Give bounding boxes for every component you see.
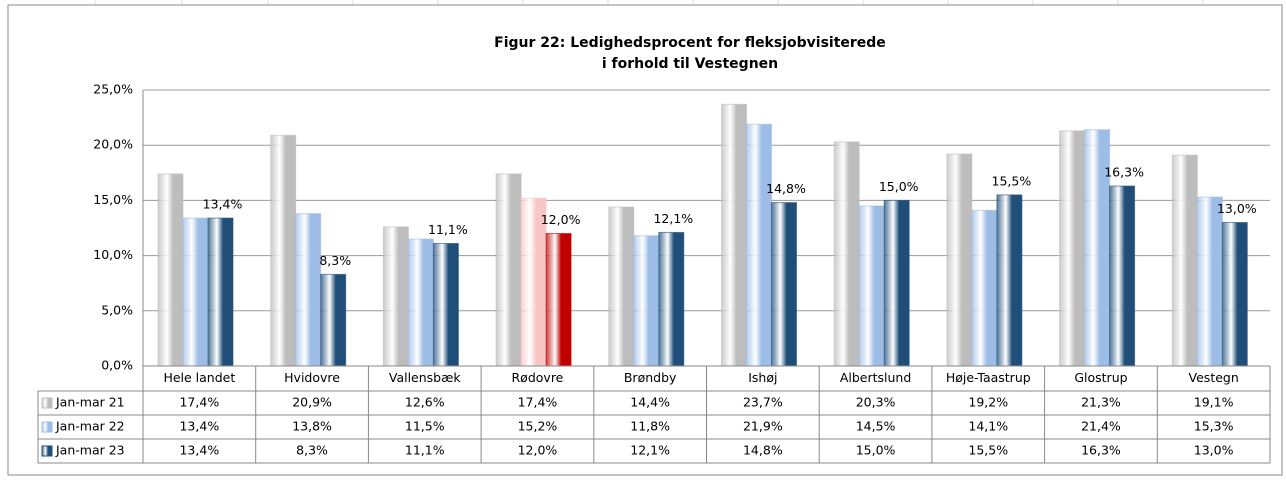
bar <box>746 123 772 367</box>
y-tick-label: 5,0% <box>101 302 133 317</box>
bar <box>432 242 459 367</box>
data-label: 15,0% <box>879 179 919 194</box>
table-cell: 12,6% <box>405 395 445 410</box>
x-tick-label: Brøndby <box>624 370 677 385</box>
legend-swatch <box>41 445 53 457</box>
bar <box>721 103 747 367</box>
data-label: 12,1% <box>653 211 693 226</box>
bar <box>207 217 234 367</box>
bar <box>771 202 797 367</box>
bar <box>658 231 685 367</box>
bar <box>971 209 998 367</box>
bar <box>946 153 973 367</box>
x-tick-label: Vestegn <box>1189 370 1239 385</box>
table-cell: 11,8% <box>630 419 670 434</box>
table-cell: 11,5% <box>405 419 445 434</box>
bar <box>1221 221 1248 367</box>
table-cell: 19,1% <box>1194 395 1234 410</box>
table-cell: 12,1% <box>630 443 670 458</box>
legend-label: Jan-mar 22 <box>55 419 125 434</box>
x-tick-label: Rødovre <box>512 370 564 385</box>
bar <box>608 206 635 367</box>
x-tick-label: Albertslund <box>840 370 911 385</box>
data-label: 13,0% <box>1217 201 1257 216</box>
table-cell: 11,1% <box>405 443 445 458</box>
bar <box>295 213 322 367</box>
chart-title: i forhold til Vestegnen <box>602 56 778 72</box>
table-cell: 15,0% <box>856 443 896 458</box>
table-cell: 13,4% <box>179 419 219 434</box>
data-label: 14,8% <box>766 181 806 196</box>
x-tick-label: Ishøj <box>748 370 777 385</box>
table-cell: 14,4% <box>630 395 670 410</box>
bar <box>1196 196 1223 367</box>
table-cell: 15,5% <box>968 443 1008 458</box>
bar <box>1109 185 1136 367</box>
data-label: 11,1% <box>428 222 468 237</box>
table-cell: 16,3% <box>1081 443 1121 458</box>
table-cell: 14,1% <box>968 419 1008 434</box>
bar <box>270 134 297 367</box>
table-cell: 20,3% <box>856 395 896 410</box>
sheet-grid <box>94 0 1204 5</box>
table-cell: 21,9% <box>743 419 783 434</box>
bar <box>182 217 209 367</box>
table-cell: 13,4% <box>179 443 219 458</box>
y-tick-label: 0,0% <box>101 358 133 373</box>
legend-label: Jan-mar 23 <box>55 443 125 458</box>
bar <box>633 235 660 367</box>
chart-title: Figur 22: Ledighedsprocent for fleksjobv… <box>494 35 886 51</box>
table-cell: 14,8% <box>743 443 783 458</box>
data-label: 16,3% <box>1104 165 1144 180</box>
y-tick-label: 15,0% <box>93 192 133 207</box>
data-label: 8,3% <box>319 253 351 268</box>
legend-label: Jan-mar 21 <box>55 395 125 410</box>
bar <box>320 273 347 367</box>
x-tick-label: Hvidovre <box>284 370 340 385</box>
bar <box>833 141 860 367</box>
table-cell: 17,4% <box>179 395 219 410</box>
table-cell: 13,8% <box>292 419 332 434</box>
legend-swatch <box>41 421 53 433</box>
table-cell: 15,3% <box>1194 419 1234 434</box>
y-tick-label: 25,0% <box>93 82 133 97</box>
table-cell: 14,5% <box>856 419 896 434</box>
bar <box>1171 154 1198 367</box>
bar <box>996 194 1023 367</box>
bar <box>883 199 910 367</box>
data-label: 15,5% <box>992 173 1032 188</box>
data-label: 13,4% <box>203 197 243 212</box>
y-tick-label: 20,0% <box>93 137 133 152</box>
table-cell: 17,4% <box>518 395 558 410</box>
table-cell: 8,3% <box>296 443 328 458</box>
table-cell: 19,2% <box>968 395 1008 410</box>
bar <box>1059 130 1086 367</box>
bar <box>382 226 409 367</box>
table-cell: 15,2% <box>518 419 558 434</box>
table-cell: 21,3% <box>1081 395 1121 410</box>
y-tick-label: 10,0% <box>93 247 133 262</box>
data-label: 12,0% <box>541 212 581 227</box>
bar <box>495 173 522 367</box>
legend-swatch <box>41 397 53 409</box>
bar <box>157 173 184 367</box>
x-tick-label: Vallensbæk <box>389 370 462 385</box>
bar <box>1084 129 1111 367</box>
x-tick-label: Glostrup <box>1074 370 1127 385</box>
table-cell: 12,0% <box>518 443 558 458</box>
bar <box>407 238 434 367</box>
x-tick-label: Høje-Taastrup <box>946 370 1031 385</box>
bar <box>545 233 572 367</box>
table-cell: 21,4% <box>1081 419 1121 434</box>
table-cell: 20,9% <box>292 395 332 410</box>
bar <box>858 205 885 367</box>
table-cell: 13,0% <box>1194 443 1234 458</box>
table-cell: 23,7% <box>743 395 783 410</box>
x-tick-label: Hele landet <box>163 370 235 385</box>
